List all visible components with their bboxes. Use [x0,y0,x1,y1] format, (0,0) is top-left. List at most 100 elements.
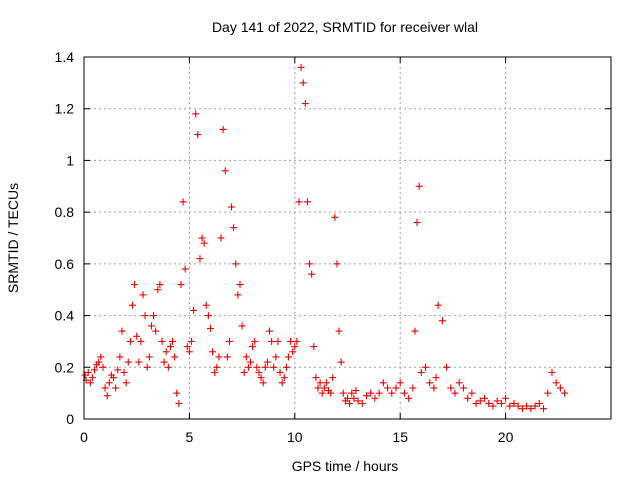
data-point [303,198,311,206]
data-point [86,379,94,387]
data-point [409,384,417,392]
data-point [535,399,543,407]
data-point [257,374,265,382]
y-tick-label: 0.6 [55,256,75,272]
data-point [242,353,250,361]
y-tick-label: 0.2 [55,359,75,375]
data-point [196,255,204,263]
data-point [261,363,269,371]
data-point [561,389,569,397]
data-point [358,399,366,407]
data-point [274,337,282,345]
data-point [426,379,434,387]
data-point [413,218,421,226]
data-point [263,358,271,366]
data-point [556,384,564,392]
data-point [200,239,208,247]
data-point [335,327,343,335]
data-point [308,270,316,278]
x-tick-label: 15 [392,429,408,445]
data-point [156,281,164,289]
data-point [154,286,162,294]
data-point [476,397,484,405]
data-point [322,379,330,387]
data-point [251,337,259,345]
data-point [232,260,240,268]
data-point [230,224,238,232]
data-point [215,353,223,361]
data-point [405,394,413,402]
data-point [354,397,362,405]
data-point [190,306,198,314]
data-point [430,384,438,392]
y-tick-label: 1.2 [55,101,75,117]
chart-title: Day 141 of 2022, SRMTID for receiver wla… [212,19,478,35]
data-point [145,353,153,361]
data-point [379,379,387,387]
data-point [295,198,303,206]
data-point [255,368,263,376]
data-point [122,379,130,387]
y-tick-label: 0.4 [55,308,75,324]
data-point [137,337,145,345]
data-point [291,343,299,351]
data-point [287,337,295,345]
data-point [238,322,246,330]
data-point [318,389,326,397]
data-point [194,131,202,139]
data-point [371,394,379,402]
data-point [192,110,200,118]
data-point [367,389,375,397]
data-point [443,363,451,371]
data-point [147,322,155,330]
data-point [301,100,309,108]
data-point [417,368,425,376]
x-tick-label: 10 [287,429,303,445]
data-point [421,363,429,371]
plot-frame [83,56,612,420]
data-point [173,389,181,397]
data-point [299,79,307,87]
data-point [344,394,351,402]
data-point [213,363,221,371]
data-point [506,402,514,410]
data-point [348,389,356,397]
data-point [350,394,358,402]
data-point [455,379,463,387]
data-point [128,301,136,309]
data-points [81,63,569,413]
data-point [135,358,143,366]
data-point [133,332,141,340]
data-point [99,363,107,371]
data-point [247,358,255,366]
data-point [249,343,257,351]
data-point [346,399,354,407]
data-point [181,265,189,273]
data-point [150,312,158,320]
data-point [169,337,177,345]
data-point [225,337,233,345]
data-point [228,203,236,211]
data-point [493,397,501,405]
y-axis-label: SRMTID / TECUs [5,183,21,293]
data-point [415,182,423,190]
data-point [527,405,535,413]
data-point [438,317,446,325]
data-point [388,389,396,397]
y-tick-label: 1.4 [55,49,75,65]
data-point [95,358,103,366]
data-point [331,213,339,221]
data-point [284,353,292,361]
data-point [464,394,472,402]
data-point [485,399,493,407]
data-point [481,394,489,402]
data-point [316,379,324,387]
data-point [211,368,219,376]
data-point [202,301,210,309]
data-point [118,327,126,335]
data-point [489,402,497,410]
data-point [188,337,196,345]
data-point [548,368,556,376]
x-tick-label: 20 [498,429,514,445]
